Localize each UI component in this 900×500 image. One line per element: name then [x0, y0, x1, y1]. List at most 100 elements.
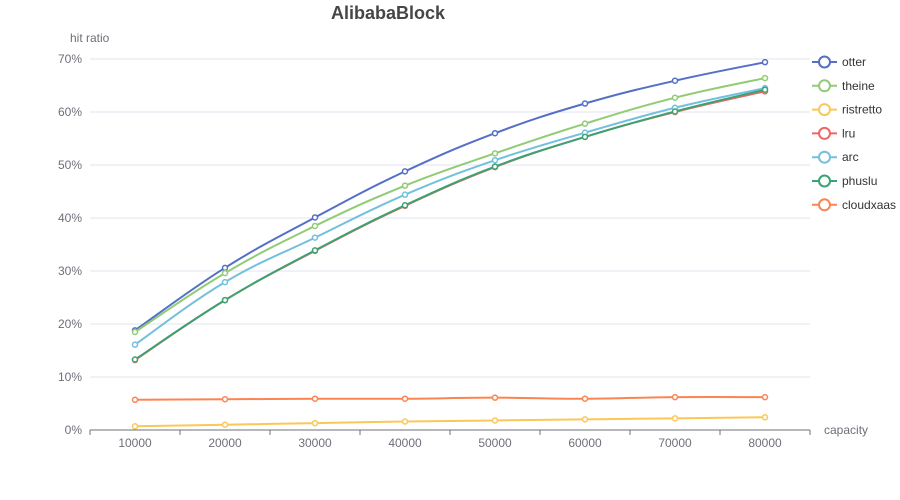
series-line-otter [134, 61, 766, 332]
legend-item-arc[interactable]: arc [812, 150, 859, 164]
legend-marker-icon [818, 150, 831, 164]
data-point[interactable] [311, 395, 319, 402]
series-line-lru [134, 90, 766, 362]
data-point[interactable] [221, 278, 229, 286]
y-tick-label: 70% [58, 52, 82, 66]
y-axis-label: hit ratio [70, 31, 110, 45]
data-point[interactable] [761, 393, 769, 401]
data-point[interactable] [311, 419, 319, 427]
data-point[interactable] [221, 421, 229, 428]
legend-label: lru [842, 126, 855, 140]
x-tick-label: 30000 [298, 436, 332, 450]
series-cloudxaas [131, 393, 769, 404]
series-line-ristretto [134, 416, 766, 428]
data-point[interactable] [581, 416, 589, 423]
legend-label: arc [842, 150, 859, 164]
data-point[interactable] [761, 58, 769, 66]
data-point[interactable] [491, 156, 499, 164]
legend-marker-icon [818, 174, 831, 188]
series-line-phuslu [134, 88, 766, 361]
series-line-arc [134, 87, 766, 346]
data-point[interactable] [311, 214, 319, 221]
legend-item-lru[interactable]: lru [812, 126, 855, 140]
data-point[interactable] [221, 269, 229, 277]
series-otter [131, 58, 769, 334]
data-point[interactable] [311, 222, 319, 230]
data-point[interactable] [311, 247, 319, 254]
data-point[interactable] [671, 77, 679, 84]
legend-item-theine[interactable]: theine [812, 79, 875, 93]
series-lru [131, 88, 769, 364]
y-tick-label: 40% [58, 211, 82, 225]
data-point[interactable] [581, 395, 589, 402]
x-tick-label: 50000 [478, 436, 512, 450]
y-tick-label: 0% [65, 423, 83, 437]
data-point[interactable] [131, 341, 139, 348]
data-point[interactable] [131, 356, 139, 363]
legend-marker-icon [818, 198, 831, 212]
y-tick-label: 30% [58, 264, 82, 278]
data-point[interactable] [221, 396, 229, 403]
data-point[interactable] [671, 415, 679, 422]
legend-item-ristretto[interactable]: ristretto [812, 103, 882, 117]
data-point[interactable] [491, 150, 499, 157]
data-point[interactable] [401, 191, 409, 198]
legend-marker-icon [818, 55, 831, 69]
chart-title: AlibabaBlock [331, 3, 446, 23]
data-point[interactable] [581, 120, 589, 127]
data-point[interactable] [131, 328, 139, 336]
series-phuslu [131, 86, 769, 363]
data-point[interactable] [401, 182, 409, 189]
x-tick-label: 20000 [208, 436, 242, 450]
y-tick-label: 20% [58, 317, 82, 331]
legend-item-phuslu[interactable]: phuslu [812, 174, 877, 188]
data-point[interactable] [491, 163, 499, 170]
y-tick-label: 10% [58, 370, 82, 384]
legend-label: ristretto [842, 103, 882, 117]
data-point[interactable] [401, 418, 409, 425]
grid-lines: 0% 10% 20% 30% 40% 50% 60% 70% [58, 52, 810, 437]
x-axis: 10000 20000 30000 40000 50000 60000 70000 80000 [89, 429, 811, 450]
data-point[interactable] [311, 234, 319, 241]
data-point[interactable] [761, 74, 769, 82]
data-point[interactable] [221, 264, 229, 272]
x-tick-label: 40000 [388, 436, 422, 450]
legend-label: cloudxaas [842, 198, 896, 212]
x-tick-label: 10000 [118, 436, 152, 450]
data-point[interactable] [581, 100, 589, 107]
data-point[interactable] [131, 423, 139, 430]
series-arc [131, 84, 769, 348]
data-point[interactable] [581, 133, 589, 141]
legend-item-cloudxaas[interactable]: cloudxaas [812, 198, 896, 212]
x-axis-label: capacity [824, 423, 868, 437]
data-point[interactable] [491, 417, 499, 424]
data-point[interactable] [221, 296, 229, 304]
data-point[interactable] [401, 395, 409, 402]
data-point[interactable] [491, 129, 499, 137]
legend-label: theine [842, 79, 875, 93]
series-theine [131, 74, 769, 336]
x-tick-label: 80000 [748, 436, 782, 450]
data-point[interactable] [131, 396, 139, 404]
series-ristretto [131, 414, 769, 430]
x-tick-label: 70000 [658, 436, 692, 450]
x-tick-label: 60000 [568, 436, 602, 450]
legend-marker-icon [818, 103, 831, 117]
data-point[interactable] [401, 202, 409, 209]
legend-marker-icon [818, 79, 831, 93]
data-point[interactable] [761, 414, 769, 421]
data-point[interactable] [761, 86, 769, 93]
data-point[interactable] [401, 168, 409, 175]
y-tick-label: 50% [58, 158, 82, 172]
series-line-cloudxaas [134, 395, 766, 401]
series-lines [131, 58, 769, 430]
legend-item-otter[interactable]: otter [812, 55, 866, 69]
data-point[interactable] [671, 393, 679, 401]
data-point[interactable] [491, 394, 499, 401]
y-tick-label: 60% [58, 105, 82, 119]
data-point[interactable] [671, 94, 679, 101]
legend[interactable]: otter theine ristretto lru arc phuslu cloudxaa… [812, 55, 896, 212]
data-point[interactable] [671, 108, 679, 115]
